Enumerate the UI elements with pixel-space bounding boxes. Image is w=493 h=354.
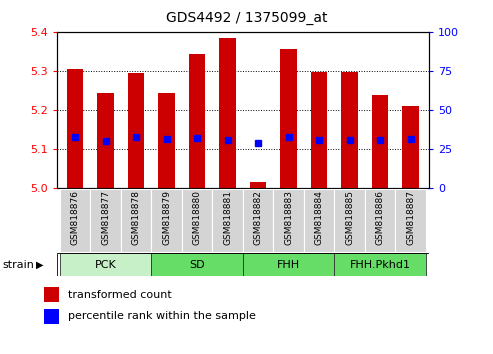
Text: GSM818886: GSM818886 bbox=[376, 190, 385, 245]
Text: GSM818880: GSM818880 bbox=[193, 190, 202, 245]
Text: FHH.Pkhd1: FHH.Pkhd1 bbox=[350, 259, 411, 270]
Text: GSM818879: GSM818879 bbox=[162, 190, 171, 245]
Text: percentile rank within the sample: percentile rank within the sample bbox=[68, 311, 255, 321]
Bar bbox=[304, 189, 334, 252]
Text: SD: SD bbox=[189, 259, 205, 270]
Text: ▶: ▶ bbox=[35, 259, 43, 270]
Text: GSM818877: GSM818877 bbox=[101, 190, 110, 245]
Bar bbox=[365, 189, 395, 252]
Bar bbox=[151, 253, 243, 276]
Bar bbox=[90, 189, 121, 252]
Bar bbox=[243, 253, 334, 276]
Bar bbox=[182, 189, 212, 252]
Text: GSM818887: GSM818887 bbox=[406, 190, 415, 245]
Bar bbox=[273, 189, 304, 252]
Bar bbox=[395, 189, 426, 252]
Bar bbox=[212, 189, 243, 252]
Bar bbox=[189, 54, 206, 188]
Bar bbox=[60, 253, 151, 276]
Text: GSM818883: GSM818883 bbox=[284, 190, 293, 245]
Text: GSM818884: GSM818884 bbox=[315, 190, 323, 245]
Bar bbox=[60, 189, 90, 252]
Bar bbox=[44, 287, 59, 302]
Bar bbox=[311, 72, 327, 188]
Text: PCK: PCK bbox=[95, 259, 116, 270]
Text: transformed count: transformed count bbox=[68, 290, 172, 300]
Bar bbox=[249, 182, 266, 188]
Text: GSM818878: GSM818878 bbox=[132, 190, 141, 245]
Text: GSM818882: GSM818882 bbox=[253, 190, 263, 245]
Bar bbox=[67, 69, 83, 188]
Bar bbox=[121, 189, 151, 252]
Text: GSM818881: GSM818881 bbox=[223, 190, 232, 245]
Bar bbox=[151, 189, 182, 252]
Bar bbox=[334, 253, 426, 276]
Bar bbox=[44, 309, 59, 324]
Bar bbox=[372, 95, 388, 188]
Bar bbox=[128, 73, 144, 188]
Bar bbox=[334, 189, 365, 252]
Text: GSM818885: GSM818885 bbox=[345, 190, 354, 245]
Text: GSM818876: GSM818876 bbox=[70, 190, 79, 245]
Text: strain: strain bbox=[2, 259, 35, 270]
Bar bbox=[219, 38, 236, 188]
Bar bbox=[341, 72, 358, 188]
Bar bbox=[158, 93, 175, 188]
Bar bbox=[402, 106, 419, 188]
Text: FHH: FHH bbox=[277, 259, 300, 270]
Text: GDS4492 / 1375099_at: GDS4492 / 1375099_at bbox=[166, 11, 327, 25]
Bar bbox=[280, 49, 297, 188]
Bar bbox=[243, 189, 273, 252]
Bar bbox=[97, 93, 114, 188]
